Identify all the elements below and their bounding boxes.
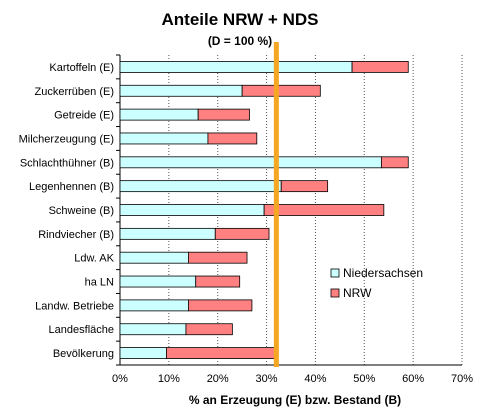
category-label: ha LN [85, 277, 114, 289]
category-label: Kartoffeln (E) [49, 62, 114, 74]
x-tick-label: 20% [207, 373, 229, 385]
bar-nrw [166, 347, 277, 359]
legend-swatch [330, 268, 340, 278]
category-label: Schlachthühner (B) [20, 157, 114, 169]
bar-niedersachsen [119, 156, 382, 169]
bar-nrw [185, 323, 233, 336]
bar-niedersachsen [119, 299, 189, 312]
bar-niedersachsen [119, 251, 189, 264]
bar-nrw [380, 156, 409, 169]
bar-nrw [195, 275, 241, 288]
x-tick-label: 50% [353, 373, 375, 385]
bar-niedersachsen [119, 84, 243, 97]
bar-niedersachsen [119, 132, 209, 145]
chart-title: Anteile NRW + NDS [161, 10, 319, 29]
bar-nrw [187, 251, 248, 264]
category-label: Milcherzeugung (E) [19, 133, 114, 145]
bar-nrw [280, 180, 329, 193]
legend-label: Niedersachsen [343, 266, 423, 280]
x-tick-label: 60% [402, 373, 424, 385]
chart-subtitle: (D = 100 %) [207, 34, 273, 48]
category-label: Schweine (B) [49, 205, 114, 217]
bar-niedersachsen [119, 61, 353, 73]
legend-swatch [330, 288, 340, 298]
category-label: Legenhennen (B) [29, 181, 114, 193]
category-label: Ldw. AK [74, 253, 114, 265]
x-tick-label: 70% [451, 373, 473, 385]
x-tick-label: 10% [158, 373, 180, 385]
bar-niedersachsen [119, 275, 197, 288]
bar-nrw [207, 132, 258, 145]
category-label: Zuckerrüben (E) [35, 86, 114, 98]
bar-niedersachsen [119, 108, 199, 121]
bar-niedersachsen [119, 227, 216, 240]
bar-nrw [241, 84, 321, 97]
category-label: Rindviecher (B) [38, 229, 114, 241]
x-axis-label: % an Erzeugung (E) bzw. Bestand (B) [188, 393, 402, 407]
bar-nrw [351, 61, 409, 73]
x-tick-label: 0% [112, 373, 128, 385]
category-label: Landesfläche [49, 324, 114, 336]
bar-niedersachsen [119, 204, 265, 216]
category-label: Getreide (E) [54, 110, 114, 122]
bar-nrw [214, 227, 270, 240]
bar-niedersachsen [119, 180, 282, 193]
category-label: Bevölkerung [53, 348, 114, 360]
legend-label: NRW [343, 286, 372, 300]
x-tick-label: 40% [304, 373, 326, 385]
bar-nrw [187, 299, 253, 312]
bar-nrw [263, 204, 385, 216]
x-tick-label: 30% [256, 373, 278, 385]
bar-niedersachsen [119, 347, 167, 359]
bar-nrw [197, 108, 250, 121]
category-label: Landw. Betriebe [35, 300, 114, 312]
bar-niedersachsen [119, 323, 187, 336]
